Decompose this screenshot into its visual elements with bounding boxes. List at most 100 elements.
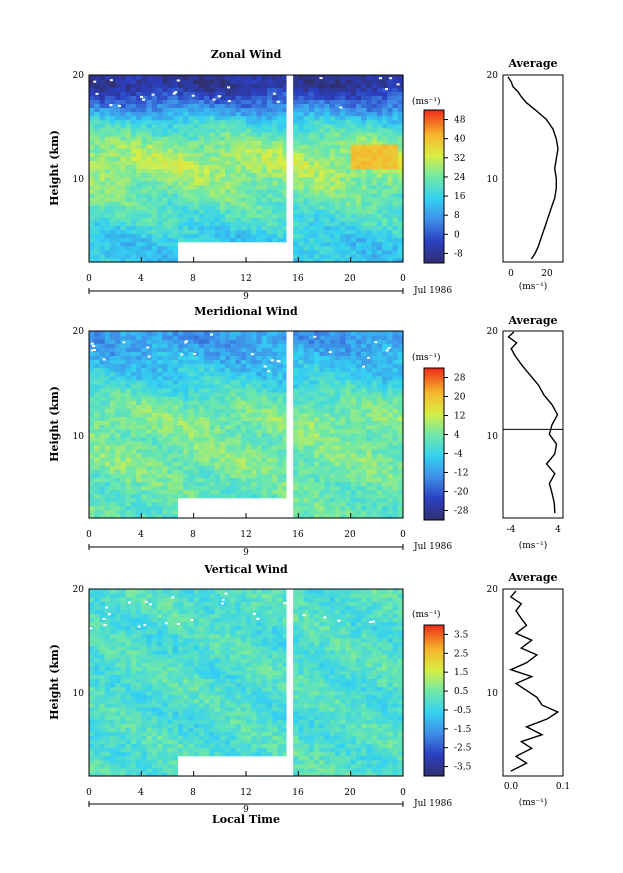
heatmap-cell (188, 387, 195, 393)
heatmap-cell (282, 127, 289, 133)
heatmap-cell (183, 404, 190, 409)
heatmap-cell (198, 493, 205, 499)
heatmap-cell (193, 412, 200, 417)
heatmap-cell (89, 79, 95, 84)
heatmap-cell (146, 176, 153, 182)
heatmap-cell (392, 493, 399, 499)
heatmap-cell (109, 501, 116, 507)
heatmap-cell (298, 184, 305, 190)
heatmap-cell (240, 229, 247, 235)
heatmap-cell (172, 233, 179, 239)
heatmap-cell (193, 493, 200, 499)
heatmap-cell (89, 156, 95, 161)
heatmap-cell (392, 95, 399, 100)
heatmap-cell (387, 99, 394, 105)
heatmap-cell (167, 168, 174, 174)
heatmap-cell (345, 144, 352, 149)
heatmap-cell (256, 477, 263, 483)
heatmap-cell (89, 253, 95, 259)
heatmap-cell (314, 428, 320, 434)
heatmap-cell (104, 436, 111, 442)
heatmap-cell (204, 103, 210, 109)
heatmap-cell (109, 513, 116, 519)
heatmap-cell (198, 477, 205, 483)
heatmap-cell (261, 217, 268, 222)
heatmap-cell (282, 75, 289, 80)
heatmap-cell (345, 103, 352, 109)
missing-data-pixel (109, 79, 113, 82)
heatmap-cell (225, 428, 231, 434)
heatmap-cell (277, 111, 284, 117)
heatmap-cell (162, 404, 169, 409)
heatmap-cell (361, 493, 367, 499)
heatmap-cell (392, 461, 399, 466)
heatmap-cell (329, 144, 336, 149)
heatmap-cell (329, 241, 336, 247)
heatmap-cell (209, 440, 216, 446)
heatmap-cell (298, 509, 305, 515)
heatmap-cell (382, 111, 388, 117)
heatmap-cell (162, 176, 169, 182)
heatmap-cell (183, 457, 190, 462)
heatmap-cell (371, 448, 378, 454)
heatmap-cell (240, 457, 247, 462)
heatmap-cell (256, 75, 263, 80)
heatmap-cell (136, 477, 142, 483)
heatmap-cell (240, 221, 247, 227)
heatmap-cell (308, 505, 315, 511)
heatmap-cell (146, 119, 153, 125)
heatmap-cell (361, 192, 367, 198)
heatmap-cell (172, 469, 179, 474)
heatmap-cell (272, 192, 278, 198)
heatmap-cell (251, 184, 258, 190)
heatmap-cell (198, 75, 205, 80)
heatmap-cell (125, 489, 132, 495)
heatmap-cell (282, 172, 289, 178)
heatmap-cell (89, 229, 95, 235)
heatmap-cell (94, 241, 101, 247)
heatmap-cell (314, 457, 320, 462)
heatmap-cell (125, 444, 132, 450)
heatmap-cell (387, 111, 394, 117)
panel-zonal-wind: Zonal Wind 0 4 8 12 16 20 0 10 20 Height… (48, 48, 564, 302)
heatmap-cell (361, 131, 367, 137)
heatmap-cell (230, 412, 237, 417)
heatmap-cell (120, 176, 127, 182)
heatmap-cell (361, 420, 367, 426)
heatmap-cell (115, 79, 121, 84)
heatmap-cell (104, 237, 111, 243)
heatmap-cell (219, 387, 226, 393)
heatmap-cell (172, 172, 179, 178)
heatmap-cell (188, 213, 195, 218)
heatmap-cell (345, 201, 352, 206)
heatmap-cell (298, 164, 305, 170)
heatmap-cell (308, 396, 315, 401)
heatmap-cell (382, 448, 388, 454)
heatmap-cell (130, 485, 137, 491)
heatmap-cell (308, 509, 315, 515)
heatmap-cell (266, 412, 273, 417)
heatmap-cell (167, 140, 174, 145)
heatmap-cell (99, 408, 106, 413)
heatmap-cell (104, 408, 111, 413)
heatmap-cell (188, 188, 195, 194)
heatmap-cell (130, 75, 137, 80)
heatmap-cell (151, 371, 158, 377)
heatmap-cell (350, 412, 357, 417)
heatmap-cell (361, 103, 367, 109)
heatmap-cell (99, 160, 106, 166)
heatmap-cell (198, 432, 205, 438)
heatmap-cell (293, 184, 299, 190)
heatmap-cell (324, 461, 331, 466)
heatmap-cell (177, 172, 184, 178)
heatmap-cell (251, 400, 258, 405)
heatmap-cell (303, 408, 310, 413)
heatmap-cell (167, 383, 174, 389)
heatmap-cell (157, 452, 163, 458)
heatmap-cell (146, 205, 153, 210)
heatmap-cell (109, 119, 116, 125)
heatmap-cell (266, 477, 273, 483)
heatmap-cell (246, 225, 252, 231)
heatmap-cell (340, 201, 347, 206)
heatmap-cell (350, 249, 357, 255)
